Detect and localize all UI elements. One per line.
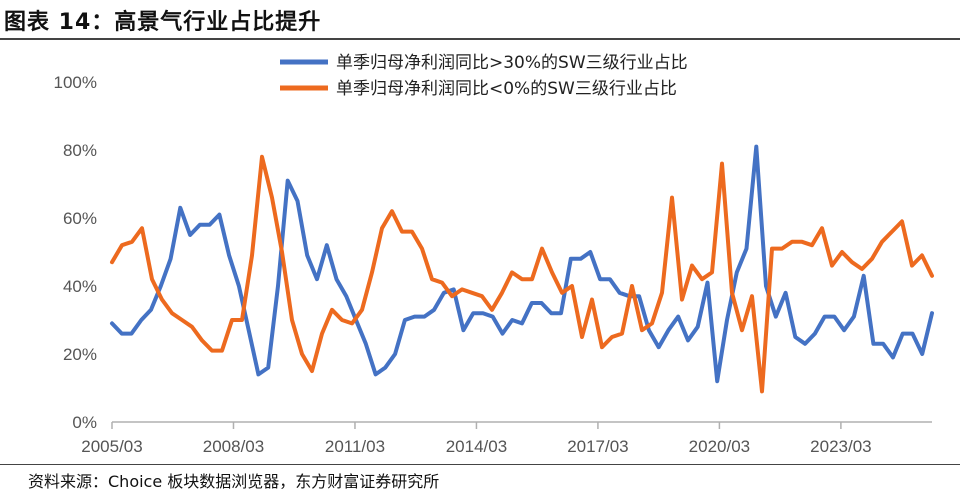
footer-divider (0, 464, 960, 465)
x-tick-label: 2008/03 (203, 437, 264, 456)
legend-label-1: 单季归母净利润同比>30%的SW三级行业占比 (336, 53, 688, 73)
source-note: 资料来源：Choice 板块数据浏览器，东方财富证券研究所 (28, 472, 440, 491)
x-axis: 2005/03 2008/03 2011/03 2014/03 2017/03 2020/… (81, 422, 872, 456)
series-line-2 (110, 154, 934, 394)
title-divider (0, 38, 960, 40)
y-tick-label: 20% (63, 345, 97, 364)
series-lines (110, 144, 934, 394)
y-axis: 0% 20% 40% 60% 80% 100% (54, 73, 97, 432)
x-tick-label: 2023/03 (810, 437, 871, 456)
y-tick-label: 0% (72, 413, 97, 432)
legend-label-2: 单季归母净利润同比<0%的SW三级行业占比 (336, 79, 677, 99)
legend: 单季归母净利润同比>30%的SW三级行业占比单季归母净利润同比<0%的SW三级行… (280, 53, 688, 99)
x-tick-label: 2011/03 (325, 437, 385, 456)
y-tick-label: 60% (63, 209, 97, 228)
y-tick-label: 40% (63, 277, 97, 296)
x-tick-label: 2005/03 (81, 437, 142, 456)
x-tick-label: 2017/03 (567, 437, 628, 456)
x-tick-label: 2020/03 (689, 437, 750, 456)
y-tick-label: 80% (63, 141, 97, 160)
chart-title: 图表 14：高景气行业占比提升 (4, 10, 322, 35)
x-tick-label: 2014/03 (446, 437, 507, 456)
series-line-1 (110, 144, 934, 384)
y-tick-label: 100% (54, 73, 97, 92)
